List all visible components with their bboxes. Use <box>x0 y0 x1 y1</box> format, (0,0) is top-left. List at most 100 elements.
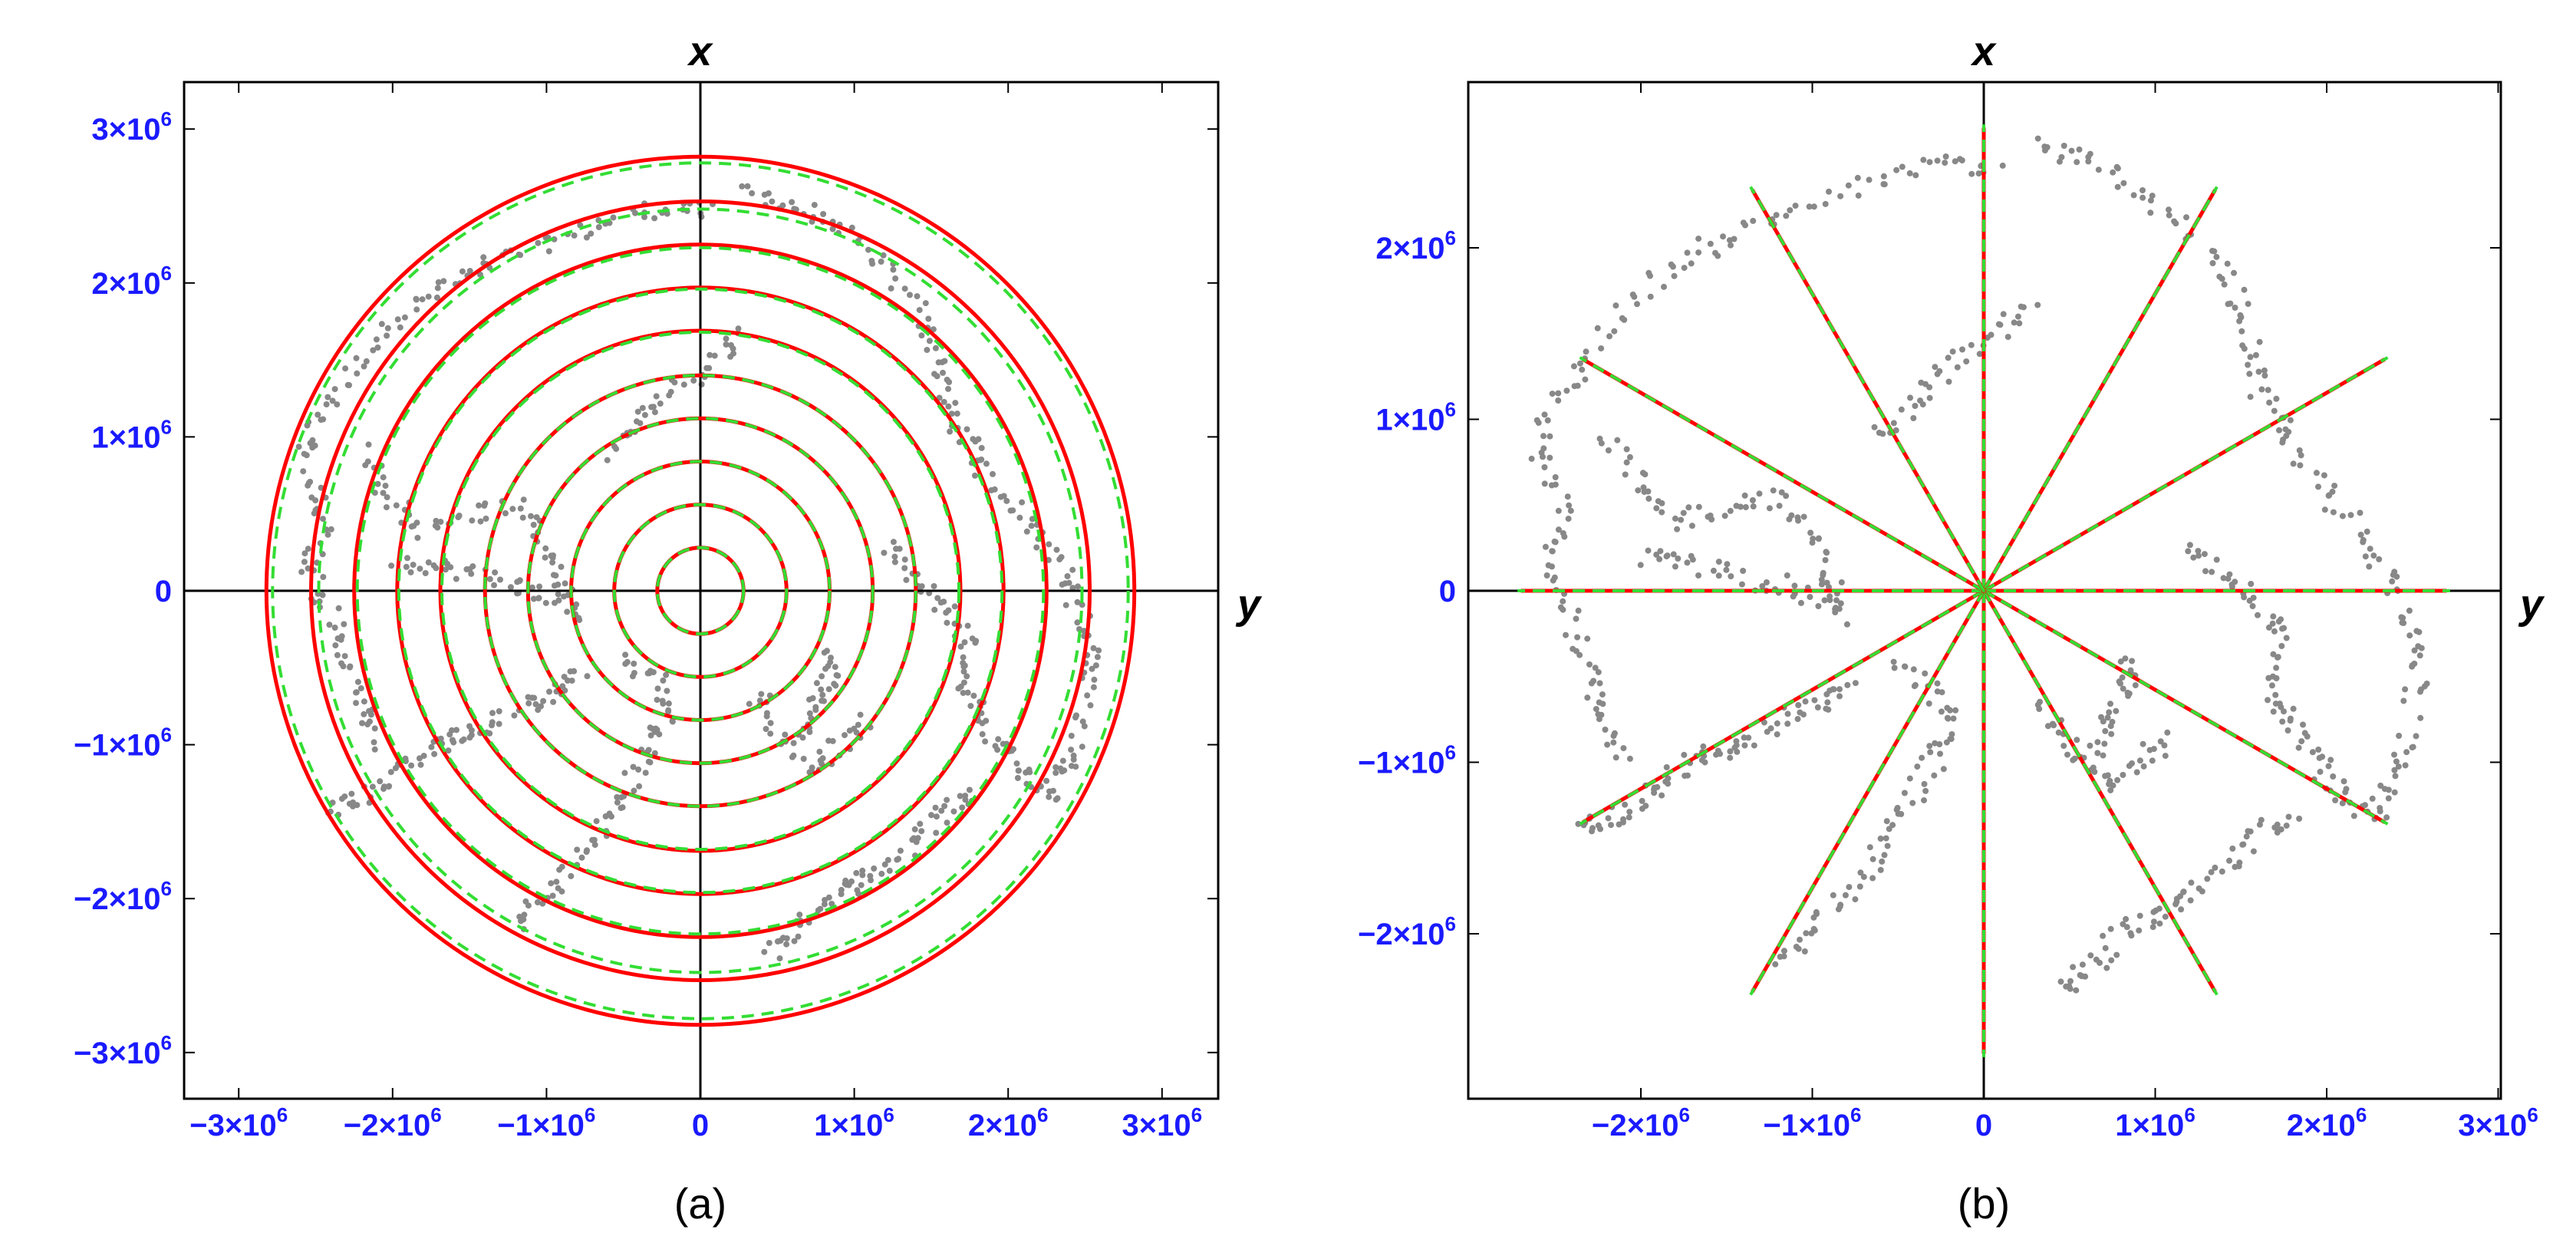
green-dashed-circle <box>397 287 1004 895</box>
data-point <box>948 410 955 417</box>
data-point <box>918 332 925 339</box>
data-point <box>2274 821 2281 828</box>
data-point <box>555 591 562 598</box>
data-point <box>1877 836 1884 842</box>
data-point <box>1794 716 1801 723</box>
data-point <box>1721 513 1728 519</box>
data-point <box>2132 682 2139 689</box>
data-point <box>568 677 575 684</box>
data-point <box>335 605 342 612</box>
data-point <box>1943 739 1950 746</box>
data-point <box>2273 664 2280 671</box>
data-point <box>1046 541 1052 548</box>
data-point <box>2172 220 2179 227</box>
data-point <box>2245 828 2252 835</box>
data-point <box>2370 552 2377 559</box>
data-point <box>1780 953 1787 960</box>
data-point <box>735 325 742 332</box>
green-dashed-circle <box>612 503 789 679</box>
data-point <box>964 689 971 696</box>
data-point <box>2258 386 2265 393</box>
data-point <box>2074 737 2080 743</box>
data-point <box>353 354 360 361</box>
data-point <box>660 677 667 684</box>
data-point <box>971 472 978 479</box>
data-point <box>1684 249 1691 256</box>
data-point <box>2180 888 2187 895</box>
data-point <box>1842 892 1849 898</box>
data-point <box>558 863 565 870</box>
data-point <box>2265 697 2271 704</box>
data-point <box>1592 664 1599 671</box>
data-point <box>2173 895 2180 902</box>
data-point <box>384 325 391 331</box>
data-point <box>1549 563 1555 570</box>
data-point <box>865 246 871 253</box>
data-point <box>744 183 751 190</box>
data-point <box>468 727 475 733</box>
data-point <box>1551 538 1558 545</box>
data-point <box>2149 757 2156 764</box>
data-point <box>2423 681 2430 687</box>
data-point <box>1751 742 1757 749</box>
data-point <box>2011 319 2018 326</box>
data-point <box>2248 581 2255 587</box>
data-point <box>2269 620 2276 627</box>
data-point <box>377 778 384 785</box>
data-point <box>641 411 648 418</box>
data-point <box>347 663 354 670</box>
data-point <box>502 510 509 516</box>
data-point <box>2057 978 2064 985</box>
data-point <box>1070 757 1077 763</box>
data-point <box>373 336 380 343</box>
data-point <box>642 770 649 776</box>
data-point <box>1823 579 1830 586</box>
data-point <box>483 516 489 522</box>
data-point <box>901 565 908 572</box>
data-point <box>2391 766 2398 773</box>
data-point <box>1927 749 1934 756</box>
data-point <box>894 856 901 863</box>
data-point <box>1680 509 1687 516</box>
data-point <box>2297 462 2304 469</box>
x-tick-label: 1×106 <box>814 1103 894 1142</box>
data-point <box>497 576 503 583</box>
data-point <box>453 575 460 582</box>
data-point <box>2283 822 2290 829</box>
y-tick-label: −3×106 <box>74 1031 172 1070</box>
vertical-axis-title: x <box>687 28 713 74</box>
data-point <box>964 673 970 680</box>
green-dashed-circle <box>569 460 832 722</box>
data-point <box>2342 789 2349 796</box>
data-point <box>583 234 590 241</box>
data-point <box>1712 249 1718 256</box>
data-point <box>2150 918 2157 925</box>
data-point <box>1555 390 1562 397</box>
data-point <box>298 569 305 575</box>
data-point <box>1599 691 1606 698</box>
data-point <box>1590 677 1597 684</box>
data-point <box>1695 236 1702 242</box>
data-point <box>320 416 327 423</box>
data-point <box>1715 572 1722 579</box>
x-tick-label: 2×106 <box>2287 1103 2367 1142</box>
data-point <box>1669 263 1676 270</box>
data-point <box>1661 283 1667 290</box>
data-point <box>950 808 957 815</box>
data-point <box>578 854 585 861</box>
data-point <box>650 669 657 676</box>
data-point <box>2104 714 2111 721</box>
data-point <box>858 882 865 888</box>
data-point <box>1879 858 1886 865</box>
data-point <box>610 214 617 221</box>
data-point <box>402 755 409 762</box>
data-point <box>383 504 390 511</box>
data-point <box>767 720 774 727</box>
data-point <box>1877 866 1884 873</box>
data-point <box>2120 772 2126 778</box>
data-point <box>576 617 583 624</box>
data-point <box>2241 286 2248 293</box>
data-point <box>1068 763 1075 770</box>
data-point <box>1976 351 1983 358</box>
data-point <box>2140 763 2147 770</box>
